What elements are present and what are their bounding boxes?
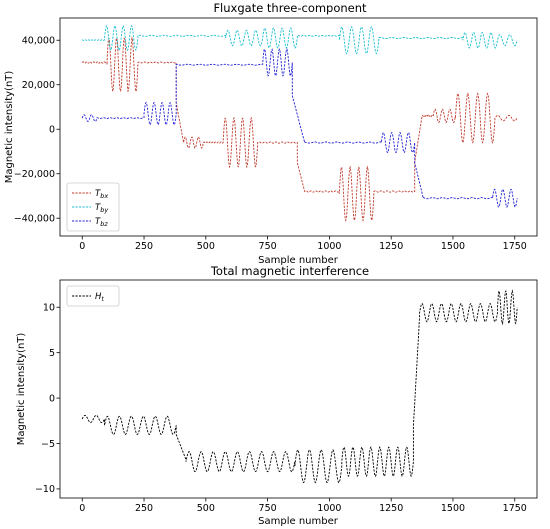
series-line-tbz bbox=[81, 48, 518, 208]
legend-entry-name: T bbox=[95, 189, 101, 199]
y-tick-label: −20,000 bbox=[14, 169, 55, 180]
legend-entry-subscript: bz bbox=[100, 220, 108, 228]
x-tick-label: 0 bbox=[79, 241, 85, 252]
legend-entry: Tbz bbox=[95, 217, 108, 228]
x-tick-label: 750 bbox=[259, 241, 277, 252]
series-line-ht bbox=[81, 289, 518, 484]
legend-entry: Tbx bbox=[95, 189, 108, 200]
series-lines bbox=[81, 24, 518, 222]
x-tick-label: 1250 bbox=[379, 503, 403, 514]
legend-entry-subscript: bx bbox=[100, 192, 108, 200]
y-axis-label: Magnetic intensity(nT) bbox=[16, 333, 27, 446]
x-tick-label: 1250 bbox=[379, 241, 403, 252]
x-tick-label: 1000 bbox=[317, 503, 341, 514]
y-tick-label: −40,000 bbox=[14, 214, 55, 225]
y-tick-label: −10 bbox=[35, 484, 55, 495]
x-axis-label: Sample number bbox=[258, 255, 339, 266]
series-line-tbx bbox=[81, 36, 518, 222]
x-tick-label: 1750 bbox=[503, 241, 527, 252]
y-axis-label: Magnetic intensity(nT) bbox=[4, 71, 15, 184]
legend-box bbox=[66, 285, 120, 307]
legend-entry-name: T bbox=[95, 217, 101, 227]
legend-entry-subscript: t bbox=[101, 295, 104, 303]
x-tick-label: 1500 bbox=[441, 503, 465, 514]
axis-ticks: 0 250 500 750 1000 1250 1500 1750 −40,000 −20,000… bbox=[14, 36, 527, 252]
y-tick-label: 0 bbox=[49, 393, 55, 404]
x-axis-label: Sample number bbox=[258, 516, 339, 527]
x-tick-label: 1750 bbox=[503, 503, 527, 514]
plot-area bbox=[59, 17, 538, 237]
chart-title: Total magnetic interference bbox=[210, 264, 369, 278]
y-tick-label: 40,000 bbox=[22, 36, 55, 47]
x-tick-label: 250 bbox=[135, 503, 153, 514]
y-tick-label: −5 bbox=[41, 439, 55, 450]
legend-entry-name: T bbox=[95, 203, 101, 213]
panel-total-interference: Total magnetic interference 0 250 500 750 10… bbox=[16, 264, 538, 527]
legend-entry-subscript: by bbox=[100, 206, 108, 214]
legend-entry-name: H bbox=[95, 292, 102, 302]
axis-ticks: 0 250 500 750 1000 1250 1500 1750 −10 −5 0 5 10 bbox=[35, 303, 527, 514]
panel-fluxgate: Fluxgate three-component 0 250 500 750 1000 1… bbox=[4, 1, 538, 266]
legend-entry: Ht bbox=[95, 292, 104, 303]
x-tick-label: 1500 bbox=[441, 241, 465, 252]
legend: Ht bbox=[66, 285, 120, 307]
x-tick-label: 1000 bbox=[317, 241, 341, 252]
y-tick-label: 5 bbox=[49, 348, 55, 359]
series-lines bbox=[81, 289, 518, 484]
x-tick-label: 250 bbox=[135, 241, 153, 252]
x-tick-label: 0 bbox=[79, 503, 85, 514]
plot-area bbox=[59, 279, 538, 499]
legend-entry: Tby bbox=[95, 203, 108, 214]
x-tick-label: 500 bbox=[197, 241, 215, 252]
y-tick-label: 0 bbox=[49, 125, 55, 136]
y-tick-label: 20,000 bbox=[22, 80, 55, 91]
x-tick-label: 750 bbox=[259, 503, 277, 514]
series-line-tby bbox=[82, 24, 518, 55]
chart-title: Fluxgate three-component bbox=[213, 1, 367, 15]
x-tick-label: 500 bbox=[197, 503, 215, 514]
y-tick-label: 10 bbox=[43, 303, 55, 314]
legend-box bbox=[66, 182, 120, 232]
